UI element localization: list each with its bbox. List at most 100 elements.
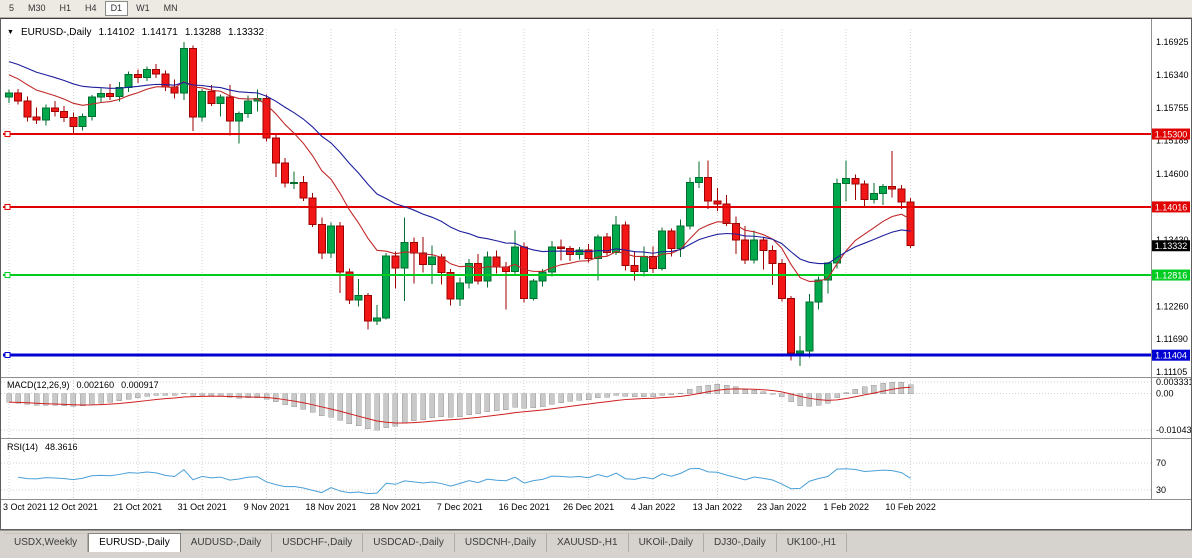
candle-body — [41, 107, 50, 121]
candle-body — [78, 115, 87, 128]
price-badge-1.11404: 1.11404 — [1152, 349, 1190, 361]
chart-tab-usdchf-daily[interactable]: USDCHF-,Daily — [272, 533, 364, 552]
candle-body — [483, 256, 492, 282]
macd-histogram — [6, 381, 914, 431]
price-badge-1.12816: 1.12816 — [1152, 269, 1190, 281]
chart-tab-audusd-daily[interactable]: AUDUSD-,Daily — [180, 533, 273, 552]
timeframe-button-w1[interactable]: W1 — [136, 3, 150, 13]
candle-body — [777, 262, 786, 300]
chart-window[interactable]: 1.16925 1.16340 1.15755 1.15185 1.14600 1.134… — [0, 18, 1192, 530]
candle-body — [446, 272, 455, 300]
candle-body — [308, 197, 317, 225]
timeframe-button-mn[interactable]: MN — [163, 3, 178, 13]
candle-body — [409, 241, 418, 254]
panel-separators — [1, 19, 1191, 500]
line-handle — [4, 352, 11, 359]
candle-body — [317, 223, 326, 254]
chart-tab-ukoil-daily[interactable]: UKOil-,Daily — [628, 533, 705, 552]
timeframe-button-m30[interactable]: M30 — [28, 3, 46, 13]
horizontal-line-1.11404[interactable] — [3, 352, 1151, 359]
candle-body — [695, 177, 703, 183]
candle-body — [520, 246, 529, 300]
candle-body — [805, 301, 814, 352]
date-label: 18 Nov 2021 — [305, 502, 356, 512]
chart-tab-usdcnh-daily[interactable]: USDCNH-,Daily — [454, 533, 547, 552]
candle-body — [363, 294, 372, 322]
chart-tab-eurusd-daily[interactable]: EURUSD-,Daily — [88, 533, 181, 552]
price-tick-label: 1.12260 — [1156, 302, 1189, 312]
macd-tick-label: -0.010439 — [1156, 425, 1191, 435]
candle-body — [704, 177, 713, 202]
candle-body — [750, 239, 759, 261]
candle-body — [345, 271, 354, 301]
chart-canvas[interactable]: 1.16925 1.16340 1.15755 1.15185 1.14600 1.134… — [1, 19, 1191, 529]
date-label: 7 Dec 2021 — [437, 502, 483, 512]
candle-body — [225, 96, 234, 122]
candle-body — [888, 185, 897, 190]
candle-body — [299, 181, 308, 199]
date-label: 1 Feb 2022 — [823, 502, 869, 512]
macd-tick-label: 0.00 — [1156, 389, 1174, 399]
candle-body — [796, 350, 805, 354]
date-label: 10 Feb 2022 — [885, 502, 936, 512]
chart-tab-dj30-daily[interactable]: DJ30-,Daily — [704, 533, 777, 552]
price-badge-1.15300: 1.15300 — [1152, 128, 1190, 140]
timeframe-button-h1[interactable]: H1 — [59, 3, 72, 13]
horizontal-line-1.14016[interactable] — [3, 203, 1151, 210]
svg-text:1.15300: 1.15300 — [1155, 130, 1188, 140]
candle-body — [51, 107, 59, 112]
candle-body — [492, 256, 501, 268]
candle-body — [32, 116, 41, 121]
timeframe-button-d1[interactable]: D1 — [104, 1, 129, 16]
date-label: 12 Oct 2021 — [49, 502, 98, 512]
line-handle — [4, 131, 11, 138]
candle-body — [60, 110, 69, 119]
chart-tab-usdx-weekly[interactable]: USDX,Weekly — [4, 533, 89, 552]
candle-body — [253, 97, 262, 102]
candle-body — [244, 100, 253, 115]
candle-body — [639, 256, 648, 272]
timeframe-button-5[interactable]: 5 — [9, 3, 15, 13]
price-tick-label: 1.11105 — [1156, 367, 1187, 377]
candle-body — [106, 93, 115, 98]
candle-body — [189, 47, 197, 118]
symbol-tab-bar: USDX,Weekly EURUSD-,Daily AUDUSD-,Daily USD… — [0, 530, 1192, 552]
candle-body — [833, 182, 841, 264]
candle-body — [658, 230, 667, 270]
svg-text:1.11404: 1.11404 — [1155, 351, 1187, 361]
macd-tick-label: 0.003331 — [1156, 377, 1191, 387]
rsi-line — [18, 467, 911, 495]
candle-body — [584, 249, 593, 259]
candle-body — [207, 90, 216, 104]
horizontal-line-1.15300[interactable] — [3, 131, 1151, 138]
price-tick-label: 1.16925 — [1156, 37, 1189, 47]
candle-body — [842, 177, 851, 184]
candle-body — [124, 73, 133, 88]
chart-tab-uk100-h1[interactable]: UK100-,H1 — [776, 533, 848, 552]
svg-text:1.12816: 1.12816 — [1155, 271, 1188, 281]
timeframe-button-h4[interactable]: H4 — [85, 3, 97, 13]
candle-body — [391, 255, 400, 269]
candle-body — [649, 256, 657, 270]
horizontal-line-1.12816[interactable] — [3, 272, 1151, 279]
date-label: 16 Dec 2021 — [499, 502, 550, 512]
candle-body — [814, 279, 823, 303]
candle-body — [851, 177, 860, 185]
chart-tab-xauusd-h1[interactable]: XAUUSD-,H1 — [546, 533, 629, 552]
candle-body — [262, 97, 271, 139]
time-axis: 3 Oct 2021 12 Oct 2021 21 Oct 2021 31 Oct 2… — [3, 502, 936, 512]
candle-body — [860, 183, 869, 200]
candle-body — [557, 246, 565, 250]
price-tick-label: 1.11690 — [1156, 334, 1188, 344]
macd-signal-line — [8, 386, 911, 424]
chart-tab-usdcad-daily[interactable]: USDCAD-,Daily — [363, 533, 455, 552]
price-tick-label: 1.14600 — [1156, 169, 1189, 179]
candle-body — [501, 266, 510, 272]
candle-body — [235, 113, 243, 122]
candle-body — [400, 241, 409, 269]
candle-body — [768, 249, 777, 264]
candle-body — [897, 188, 906, 203]
candle-body — [621, 224, 630, 267]
bottom-filler — [0, 552, 1192, 558]
